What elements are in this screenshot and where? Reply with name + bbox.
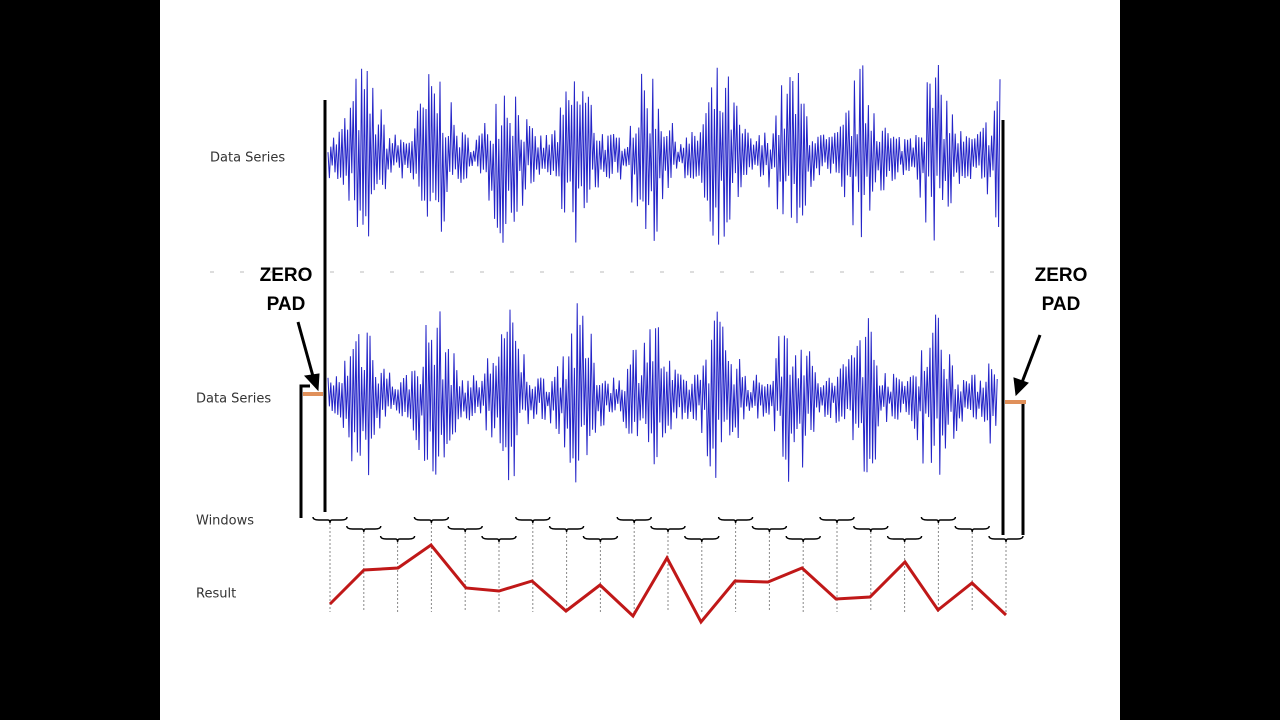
zero-pad-label: ZERO — [260, 265, 313, 286]
windows-braces — [312, 516, 1024, 612]
label: Data Series — [210, 151, 285, 166]
waveform — [327, 303, 998, 483]
label: Result — [196, 587, 236, 602]
zero-pad-label: ZERO — [1035, 265, 1088, 286]
label: Windows — [196, 514, 254, 529]
waveform — [327, 64, 1001, 245]
zero-pad-label: PAD — [267, 294, 306, 315]
zero-pad-label: PAD — [1042, 294, 1081, 315]
result-line — [328, 542, 1008, 625]
waveforms — [327, 64, 1001, 483]
slide — [160, 0, 1120, 720]
arrows — [296, 321, 1042, 397]
label: Data Series — [196, 392, 271, 407]
